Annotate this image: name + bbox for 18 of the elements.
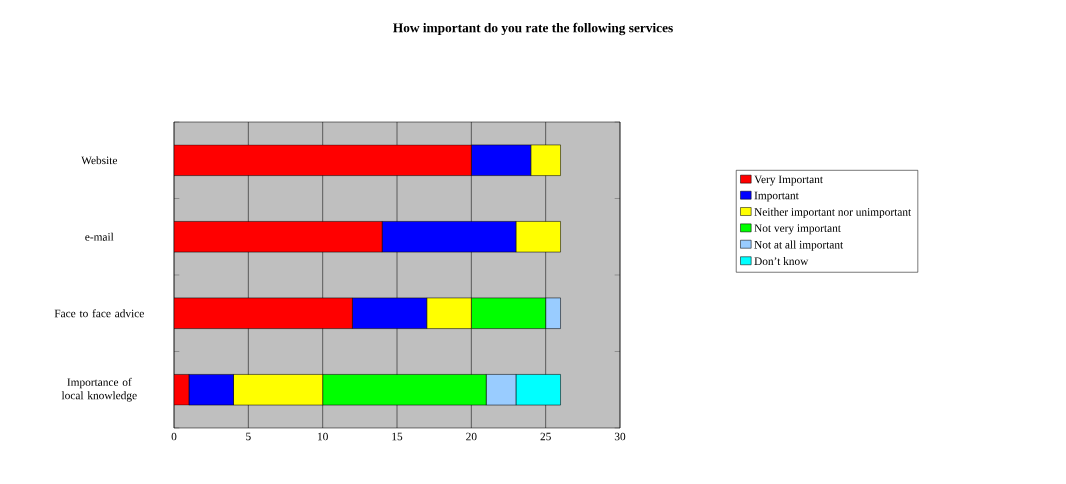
x-tick-label: 5 (246, 432, 251, 441)
legend-label: Not at all important (754, 240, 844, 251)
legend-label: Important (754, 191, 799, 202)
x-tick-label: 25 (540, 432, 551, 441)
x-tick-label: 15 (392, 432, 403, 441)
x-tick-label: 0 (171, 432, 177, 441)
legend-label: Neither important nor unimportant (754, 207, 912, 219)
chart-title: How important do you rate the following services (393, 22, 673, 36)
y-tick-label: Website (81, 156, 118, 165)
y-tick-label: Importance of local knowledge (61, 377, 137, 402)
legend-label: Not very important (754, 224, 841, 235)
legend-label: Don’t know (754, 257, 809, 266)
legend-label: Very Important (754, 175, 823, 186)
x-tick-label: 30 (614, 432, 626, 441)
y-tick-label: e-mail (85, 232, 114, 241)
y-tick-label: Face to face advice (54, 309, 144, 318)
x-tick-label: 10 (318, 432, 328, 441)
x-tick-label: 20 (466, 432, 477, 441)
